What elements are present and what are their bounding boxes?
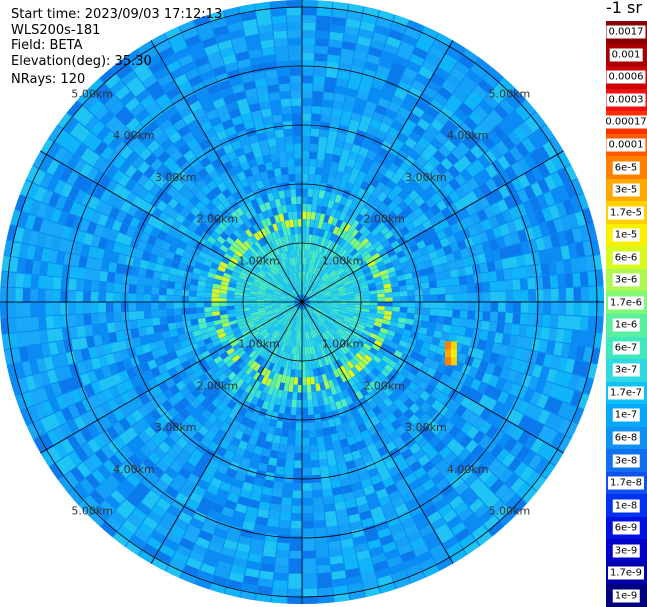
ppi-scan-plot: 1.00km 1.00km 1.00km 1.00km 2.00km 2.00km 2.00… [0, 0, 604, 604]
elevation-label: Elevation(deg): 35.30 [11, 54, 152, 69]
colorbar-tick-label: 0.00017 [603, 115, 647, 129]
colorbar-tick-label: 1.7e-9 [607, 566, 645, 580]
range-ring-label: 3.00km [155, 421, 197, 434]
colorbar-tick-label: 1e-7 [612, 408, 640, 422]
range-ring-label: 4.00km [447, 463, 489, 476]
range-ring-label: 3.00km [405, 421, 447, 434]
azimuth-spoke [301, 150, 564, 303]
range-ring-label: 1.00km [238, 254, 280, 267]
colorbar-tick-label: 1.7e-8 [607, 476, 645, 490]
range-ring-label: 3.00km [405, 171, 447, 184]
range-ring-label: 3.00km [155, 171, 197, 184]
colorbar-tick-label: 1.7e-6 [607, 296, 645, 310]
colorbar-tick-label: 0.001 [609, 48, 643, 62]
azimuth-spoke [301, 301, 454, 564]
colorbar-tick-label: 1e-9 [612, 589, 640, 603]
colorbar-tick-label: 3e-7 [612, 363, 640, 377]
azimuth-spoke [301, 40, 454, 303]
range-ring-label: 1.00km [322, 254, 364, 267]
colorbar-tick-label: 1e-8 [612, 499, 640, 513]
colorbar-tick-label: 3e-8 [612, 454, 640, 467]
range-ring-label: 2.00km [363, 379, 405, 392]
colorbar-tick-label: 6e-9 [612, 521, 640, 535]
range-ring-label: 1.00km [322, 338, 364, 351]
range-ring-label: 4.00km [113, 463, 155, 476]
range-ring-label: 5.00km [489, 87, 531, 100]
range-ring-label: 5.00km [71, 505, 113, 518]
colorbar-tick-label: 1.7e-5 [607, 206, 645, 220]
azimuth-spoke [301, 301, 564, 454]
device-label: WLS200s-181 [11, 23, 101, 38]
range-ring-label: 5.00km [489, 505, 531, 518]
hotspot-cells [444, 341, 457, 366]
colorbar-tick-label: 0.0017 [606, 25, 646, 39]
colorbar-tick-label: 6e-8 [612, 431, 640, 445]
range-ring-label: 1.00km [238, 338, 280, 351]
colorbar: 0.0017 0.001 0.0006 0.0003 0.00017 0.0001 6e-5… [603, 21, 647, 607]
range-ring-label: 4.00km [113, 129, 155, 142]
colorbar-tick-label: 3e-5 [612, 183, 640, 197]
range-ring-label: 2.00km [363, 213, 405, 226]
colorbar-tick-label: 0.0001 [606, 138, 646, 152]
nrays-label: NRays: 120 [11, 72, 86, 87]
ppi-gates [0, 0, 604, 604]
azimuth-spoke [40, 150, 303, 303]
range-ring-label: 5.00km [71, 87, 113, 100]
azimuth-spoke [40, 301, 303, 454]
colorbar-tick-label: 3e-9 [612, 544, 640, 558]
range-ring-label: 4.00km [447, 129, 489, 142]
colorbar-tick-label: 6e-5 [612, 161, 640, 174]
colorbar-tick-label: 1e-6 [612, 318, 640, 332]
range-ring-label: 2.00km [197, 213, 239, 226]
colorbar-tick-label: 0.0003 [606, 93, 646, 107]
azimuth-spoke [150, 301, 303, 564]
range-ring-label: 2.00km [197, 379, 239, 392]
unit-label: -1 sr [606, 0, 642, 17]
colorbar-tick-label: 6e-6 [612, 251, 640, 265]
colorbar-tick-label: 3e-6 [612, 273, 640, 287]
colorbar-tick-label: 6e-7 [612, 341, 640, 355]
colorbar-tick-label: 0.0006 [606, 70, 646, 84]
colorbar-tick-label: 1e-5 [612, 228, 640, 242]
azimuth-spoke [150, 40, 303, 303]
start-time-label: Start time: 2023/09/03 17:12:13 [11, 7, 223, 22]
field-label: Field: BETA [11, 38, 83, 53]
colorbar-tick-label: 1.7e-7 [607, 386, 645, 400]
